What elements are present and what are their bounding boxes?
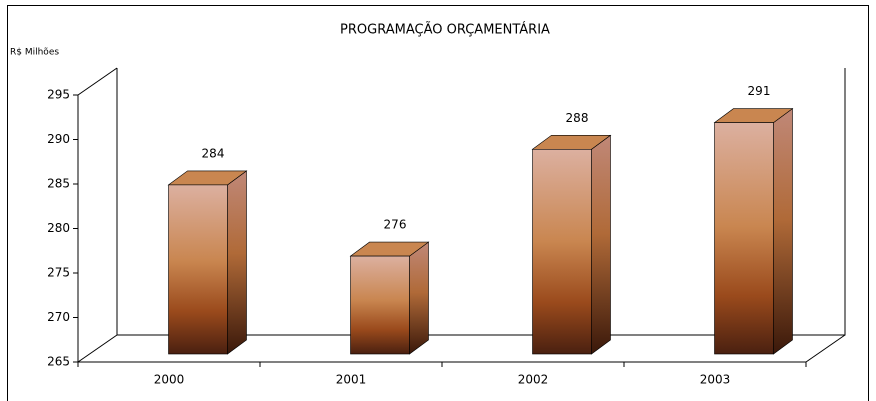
y-tick-label: 295 (47, 88, 70, 102)
chart-title: PROGRAMAÇÃO ORÇAMENTÁRIA (340, 22, 550, 38)
y-axis-label: R$ Milhões (10, 48, 59, 58)
frame (7, 5, 869, 401)
y-tick-label: 290 (47, 132, 70, 146)
bar (532, 149, 592, 355)
value-label: 284 (202, 146, 225, 160)
back-wall (116, 68, 846, 336)
x-tick-label: 2001 (336, 373, 367, 387)
x-tick-label: 2003 (700, 373, 731, 387)
bar-side (773, 108, 793, 355)
value-label: 276 (384, 218, 407, 232)
bar (350, 255, 410, 355)
value-label: 291 (748, 84, 771, 98)
bar-side (409, 241, 429, 355)
x-tick-label: 2002 (518, 373, 549, 387)
bar-side (227, 170, 247, 355)
bar-side (591, 134, 611, 355)
bar (714, 122, 774, 355)
value-label: 288 (566, 111, 589, 125)
floor-edge (805, 334, 846, 363)
bar (168, 184, 228, 355)
y-tick-label: 265 (47, 355, 70, 369)
wall-edge (77, 67, 118, 96)
y-tick-label: 285 (47, 177, 70, 191)
y-tick-label: 280 (47, 221, 70, 235)
y-tick-label: 275 (47, 266, 70, 280)
x-tick-label: 2000 (154, 373, 185, 387)
floor-edge (77, 334, 118, 363)
y-tick-label: 270 (47, 310, 70, 324)
